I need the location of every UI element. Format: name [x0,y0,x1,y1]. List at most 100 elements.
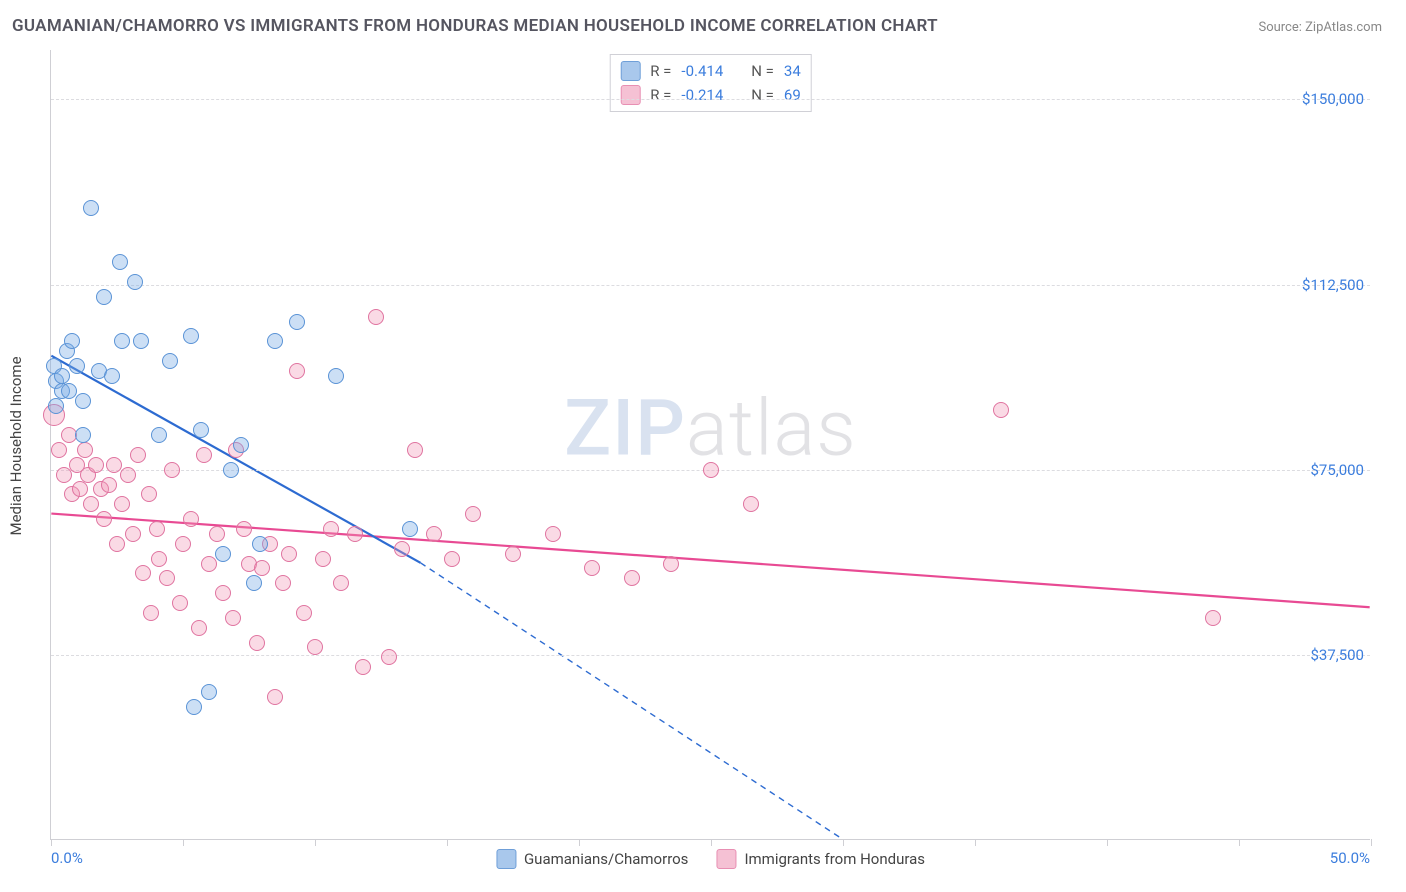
data-point-honduras [72,481,88,497]
data-point-guamanian [112,254,128,270]
data-point-honduras [267,689,283,705]
y-tick-label: $37,500 [1310,646,1364,664]
swatch-guamanian [496,849,516,869]
data-point-honduras [545,526,561,542]
data-point-honduras [172,595,188,611]
data-point-honduras [114,496,130,512]
x-tick [51,839,52,846]
data-point-guamanian [186,699,202,715]
data-point-guamanian [114,333,130,349]
data-point-honduras [394,541,410,557]
data-point-guamanian [64,333,80,349]
data-point-honduras [225,610,241,626]
data-point-honduras [141,486,157,502]
n-value-guamanian: 34 [784,59,801,83]
data-point-honduras [164,462,180,478]
x-tick [843,839,844,846]
data-point-guamanian [289,314,305,330]
data-point-honduras [109,536,125,552]
data-point-honduras [101,477,117,493]
data-point-honduras [149,521,165,537]
data-point-honduras [191,620,207,636]
data-point-honduras [743,496,759,512]
watermark-zip: ZIP [564,383,686,474]
data-point-guamanian [104,368,120,384]
data-point-honduras [196,447,212,463]
data-point-honduras [307,639,323,655]
data-point-honduras [296,605,312,621]
y-tick-label: $112,500 [1302,276,1364,294]
data-point-honduras [323,521,339,537]
data-point-honduras [183,511,199,527]
r-label: R = [650,59,671,83]
data-point-honduras [236,521,252,537]
y-tick-label: $150,000 [1302,90,1364,108]
grid-line [51,655,1370,656]
data-point-honduras [135,565,151,581]
data-point-guamanian [162,353,178,369]
chart-container: GUAMANIAN/CHAMORRO VS IMMIGRANTS FROM HO… [0,0,1406,892]
data-point-honduras [289,363,305,379]
data-point-honduras [77,442,93,458]
data-point-guamanian [267,333,283,349]
watermark: ZIPatlas [564,383,857,474]
data-point-honduras [624,570,640,586]
data-point-honduras [120,467,136,483]
data-point-guamanian [402,521,418,537]
data-point-guamanian [48,398,64,414]
data-point-guamanian [252,536,268,552]
chart-title: GUAMANIAN/CHAMORRO VS IMMIGRANTS FROM HO… [12,16,938,36]
data-point-honduras [993,402,1009,418]
data-point-honduras [368,309,384,325]
series-legend-guamanian: Guamanians/Chamorros [496,849,688,869]
watermark-atlas: atlas [686,383,857,474]
data-point-guamanian [69,358,85,374]
plot-area: ZIPatlas R = -0.414 N = 34 R = -0.214 N … [50,50,1370,840]
data-point-honduras [407,442,423,458]
x-tick [711,839,712,846]
data-point-honduras [347,526,363,542]
legend-row-honduras: R = -0.214 N = 69 [620,83,801,107]
data-point-honduras [130,447,146,463]
source-label: Source: ZipAtlas.com [1258,20,1382,35]
data-point-honduras [281,546,297,562]
data-point-guamanian [193,422,209,438]
data-point-honduras [333,575,349,591]
r-value-honduras: -0.214 [681,83,723,107]
data-point-honduras [426,526,442,542]
data-point-honduras [381,649,397,665]
x-axis-max-label: 50.0% [1330,849,1370,867]
series-legend-honduras: Immigrants from Honduras [716,849,925,869]
x-tick [975,839,976,846]
data-point-honduras [159,570,175,586]
legend-row-guamanian: R = -0.414 N = 34 [620,59,801,83]
data-point-honduras [275,575,291,591]
data-point-honduras [663,556,679,572]
data-point-honduras [315,551,331,567]
grid-line [51,285,1370,286]
data-point-guamanian [215,546,231,562]
x-tick [1107,839,1108,846]
data-point-honduras [249,635,265,651]
data-point-guamanian [75,393,91,409]
x-tick [447,839,448,846]
data-point-honduras [584,560,600,576]
data-point-honduras [215,585,231,601]
r-label: R = [650,83,671,107]
x-tick [579,839,580,846]
x-tick [1371,839,1372,846]
data-point-guamanian [201,684,217,700]
data-point-honduras [465,506,481,522]
data-point-honduras [1205,610,1221,626]
n-label: N = [751,83,774,107]
data-point-guamanian [75,427,91,443]
swatch-guamanian [620,61,640,81]
data-point-guamanian [83,200,99,216]
data-point-guamanian [328,368,344,384]
series-name-guamanian: Guamanians/Chamorros [524,850,688,868]
data-point-guamanian [54,368,70,384]
x-tick [315,839,316,846]
data-point-honduras [703,462,719,478]
data-point-honduras [254,560,270,576]
data-point-guamanian [183,328,199,344]
